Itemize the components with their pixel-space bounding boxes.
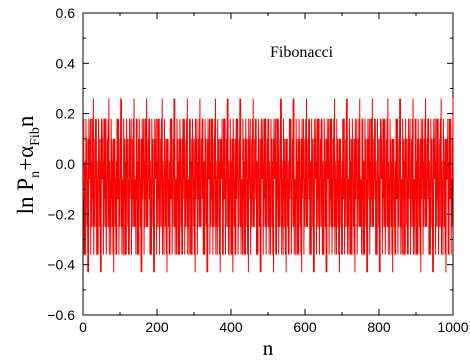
series-layer <box>82 98 454 273</box>
x-axis-label: n <box>263 336 274 360</box>
y-tick-label: −0.6 <box>47 307 75 323</box>
series-line <box>82 98 454 273</box>
y-tick-label: 0.0 <box>56 156 76 172</box>
x-tick-label: 400 <box>219 319 243 335</box>
y-tick-label: −0.2 <box>47 206 75 222</box>
y-axis-label: ln Pn+αFibn <box>13 115 43 214</box>
annotation-label: Fibonacci <box>270 44 334 61</box>
ticks-layer: 0 200 400 600 800 1000 −0.6 −0.4 −0.2 0.0 0.2 0.4 0.… <box>47 5 468 335</box>
x-tick-label: 0 <box>79 319 87 335</box>
x-tick-label: 800 <box>367 319 391 335</box>
y-tick-label: −0.4 <box>47 257 75 273</box>
y-tick-label: 0.2 <box>56 106 76 122</box>
x-tick-label: 200 <box>145 319 169 335</box>
x-tick-label: 600 <box>293 319 317 335</box>
x-tick-label: 1000 <box>437 319 468 335</box>
y-tick-label: 0.4 <box>56 55 76 71</box>
y-tick-label: 0.6 <box>56 5 76 21</box>
